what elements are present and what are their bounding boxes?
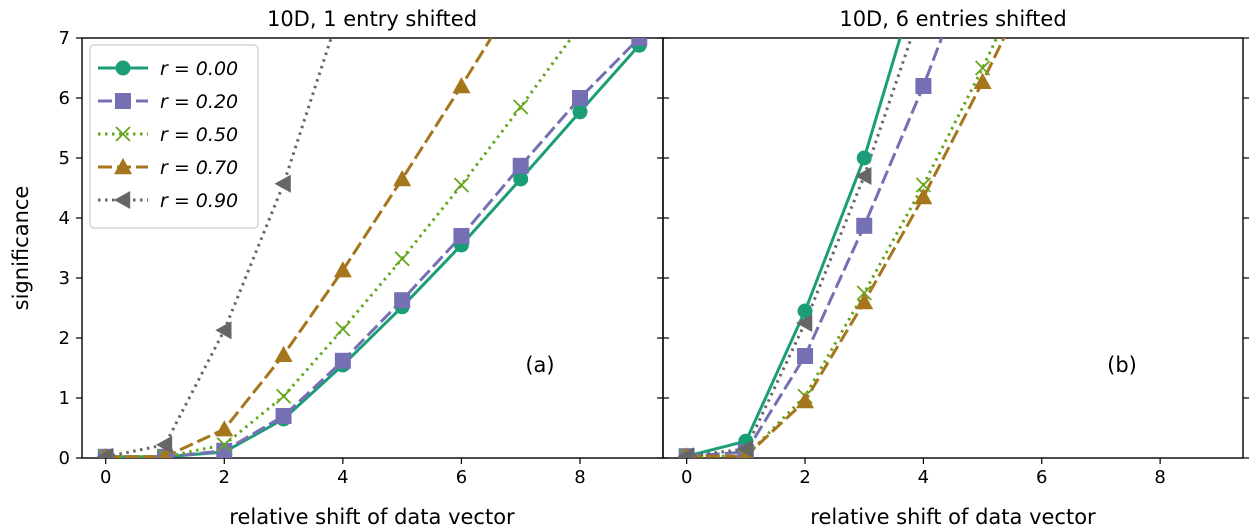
data-point-a-1 (572, 90, 588, 106)
x-tick-label: 4 (337, 467, 348, 488)
legend-marker-3 (114, 158, 132, 175)
data-point-a-2 (513, 99, 529, 115)
data-point-b-4 (736, 440, 754, 458)
panel-b-ticks: 0 2 4 6 8 (657, 37, 1249, 488)
data-point-a-3 (215, 420, 234, 437)
y-tick-label: 4 (59, 208, 70, 229)
panel-a-title: 10D, 1 entry shifted (267, 7, 477, 31)
x-tick-label: 6 (1036, 467, 1047, 488)
series-line-b-4 (686, 38, 913, 458)
x-tick-label: 0 (681, 467, 692, 488)
data-point-b-3 (973, 72, 992, 89)
y-tick-label: 6 (59, 88, 70, 109)
data-point-a-3 (274, 345, 293, 362)
panel-a-label: (a) (525, 353, 554, 377)
panel-a-ylabel: significance (9, 186, 33, 311)
data-point-b-3 (796, 392, 815, 409)
panel-b-title: 10D, 6 entries shifted (839, 7, 1066, 31)
panel-b-xlabel: relative shift of data vector (810, 505, 1096, 529)
panel-b: 10D, 6 entries shifted 0 2 4 6 8 (b) relativ… (657, 7, 1249, 529)
data-point-b-3 (855, 293, 874, 310)
legend-label-3: r = 0.70 (160, 157, 238, 179)
data-point-b-3 (914, 188, 933, 205)
data-point-a-1 (394, 292, 411, 309)
panel-b-frame (662, 37, 1244, 459)
x-tick-label: 8 (574, 467, 585, 488)
panel-a-markers (96, 19, 648, 458)
legend-marker-0 (115, 60, 131, 76)
series-line-a-1 (105, 38, 641, 458)
data-point-a-3 (159, 447, 171, 458)
data-point-a-2 (216, 437, 232, 453)
data-point-a-1 (631, 38, 648, 46)
legend-label-0: r = 0.00 (160, 58, 238, 80)
data-point-b-4 (796, 314, 813, 332)
y-tick-label: 2 (59, 328, 70, 349)
data-point-b-2 (915, 177, 932, 193)
data-point-b-1 (797, 348, 814, 364)
panel-a-xlabel: relative shift of data vector (229, 505, 515, 529)
y-tick-label: 3 (59, 268, 70, 289)
legend-marker-2 (115, 126, 131, 142)
data-point-a-1 (334, 352, 351, 369)
legend: r = 0.00 r = 0.20 r = 0.50 r = 0.70 r = 0.90 (89, 44, 259, 229)
data-point-a-2 (453, 177, 470, 193)
legend-box (89, 44, 259, 229)
x-tick-label: 2 (799, 467, 810, 488)
data-point-b-1 (915, 78, 932, 94)
y-tick-label: 7 (59, 28, 70, 49)
data-point-b-0 (797, 303, 813, 319)
series-line-a-2 (105, 38, 574, 458)
y-tick-label: 1 (59, 388, 70, 409)
data-point-b-2 (856, 285, 872, 301)
data-point-b-1 (856, 217, 873, 234)
panel-a: 10D, 1 entry shifted 0 2 4 6 8 0 1 2 3 4 5 6 7 (a) r… (9, 7, 669, 529)
data-point-a-1 (275, 408, 292, 424)
data-point-a-0 (572, 104, 588, 120)
data-point-a-3 (393, 170, 412, 187)
data-point-b-0 (856, 150, 872, 166)
data-point-a-4 (96, 447, 113, 458)
data-point-a-4 (156, 435, 173, 454)
data-point-a-2 (394, 251, 410, 267)
x-tick-label: 4 (918, 467, 929, 488)
x-tick-label: 0 (100, 467, 111, 488)
data-point-b-4 (855, 167, 872, 185)
panel-b-markers (677, 60, 992, 458)
y-tick-label: 5 (59, 148, 70, 169)
data-point-a-2 (335, 321, 351, 337)
x-tick-label: 8 (1154, 467, 1165, 488)
data-point-a-1 (216, 442, 233, 458)
legend-label-4: r = 0.90 (160, 190, 238, 212)
data-point-a-4 (274, 174, 291, 193)
legend-label-1: r = 0.20 (160, 91, 238, 113)
data-point-a-2 (275, 388, 292, 404)
panel-b-label: (b) (1107, 353, 1137, 377)
series-line-a-3 (105, 38, 493, 458)
data-point-a-3 (333, 261, 352, 278)
data-point-a-1 (453, 228, 470, 244)
legend-marker-4 (114, 191, 131, 209)
data-point-b-2 (974, 60, 991, 76)
data-point-a-4 (215, 321, 232, 340)
data-point-a-1 (512, 157, 529, 174)
x-tick-label: 6 (456, 467, 467, 488)
legend-marker-1 (115, 93, 131, 109)
legend-label-2: r = 0.50 (160, 124, 238, 146)
data-point-a-3 (452, 77, 471, 94)
series-line-b-0 (686, 38, 902, 458)
data-point-a-0 (513, 171, 529, 187)
series-line-b-1 (686, 38, 944, 458)
x-tick-label: 2 (219, 467, 230, 488)
data-point-a-2 (573, 19, 587, 33)
y-tick-label: 0 (59, 448, 70, 469)
data-point-b-4 (677, 447, 694, 458)
